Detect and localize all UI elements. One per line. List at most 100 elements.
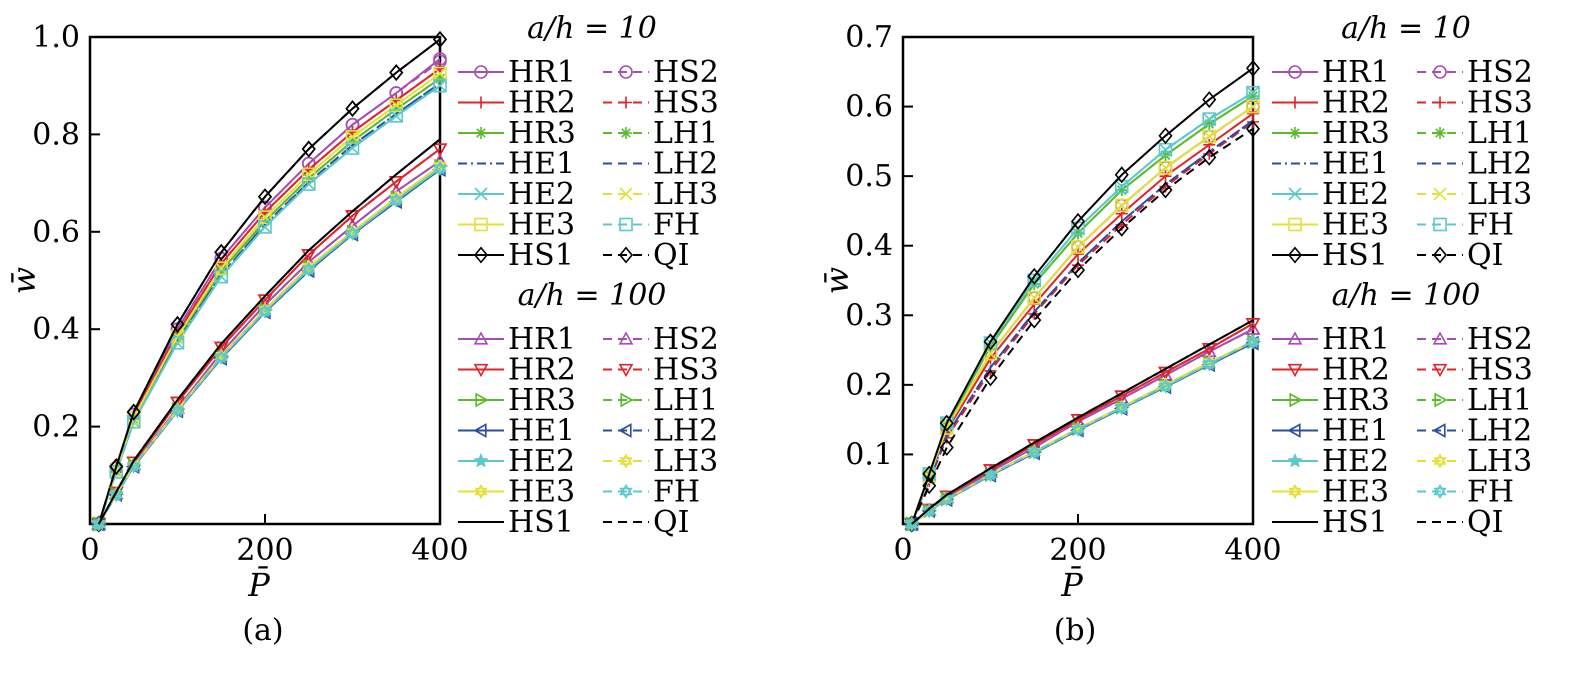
legend-label: HR1 [508, 55, 576, 90]
data-point [1245, 120, 1261, 138]
legend-group-ah100: a/h = 100 HR1 HS2 HR2 HS3 HR3 LH1 HE1 LH2 HE2 LH3 H… [1272, 278, 1533, 540]
legend-label: LH2 [1467, 414, 1532, 449]
data-point [389, 64, 404, 82]
data-point [170, 402, 185, 419]
legend-title: a/h = 10 [1341, 11, 1471, 46]
legend-label: HR2 [1322, 86, 1390, 121]
series-line-hs1-ah10 [910, 67, 1254, 525]
legend-marker [1432, 331, 1448, 345]
legend-label: HS1 [508, 238, 574, 273]
legend-marker [1289, 127, 1301, 139]
legend-label: LH1 [1467, 116, 1532, 151]
x-tick-label: 0 [80, 533, 99, 568]
legend-marker [619, 187, 633, 201]
legend-marker [619, 65, 633, 79]
plot-frame [901, 35, 1255, 526]
data-point [301, 140, 316, 158]
legend-label: QI [653, 238, 689, 273]
legend-label: LH1 [653, 116, 718, 151]
series-line-he3-ah10 [910, 105, 1254, 525]
legend-marker [1434, 96, 1446, 109]
data-point [1072, 227, 1084, 240]
series-line-fh-ah10 [97, 84, 441, 525]
y-tick-label: 0.8 [32, 117, 80, 152]
legend-label: LH3 [1467, 444, 1532, 479]
series-line-hs1-ah100 [97, 138, 441, 525]
legend-marker [474, 217, 488, 232]
data-point [432, 30, 448, 48]
legend-label: HR1 [1322, 322, 1390, 357]
legend-label: FH [653, 208, 700, 243]
data-point [1246, 334, 1260, 350]
data-point [1114, 198, 1129, 213]
legend-marker [1289, 96, 1301, 109]
data-point [1202, 356, 1216, 372]
legend-label: LH2 [1467, 147, 1532, 182]
data-point [983, 369, 998, 387]
data-point [126, 403, 141, 421]
series-line-fh-ah100 [911, 340, 1254, 525]
legend-marker [473, 452, 489, 468]
data-point [939, 414, 954, 432]
data-point [433, 78, 447, 93]
y-tick-label: 0.3 [845, 298, 893, 333]
data-point [346, 135, 359, 148]
data-point [1114, 166, 1129, 184]
legend-marker [1288, 483, 1302, 500]
legend-label: HR2 [508, 86, 576, 121]
legend-label: LH2 [653, 147, 718, 182]
data-point [432, 143, 448, 157]
legend-marker [1288, 65, 1302, 79]
series-line-qi-ah10 [910, 127, 1254, 525]
data-point [1246, 85, 1260, 100]
data-point [92, 516, 106, 532]
legend-label: FH [1467, 208, 1514, 243]
legend-marker [1287, 423, 1301, 438]
legend-label: LH2 [653, 414, 718, 449]
legend-marker [473, 331, 489, 345]
x-tick-label: 400 [1224, 533, 1281, 568]
legend-label: QI [1467, 505, 1503, 540]
legend-label: HS1 [508, 505, 574, 540]
legend-marker [1433, 65, 1447, 79]
legend-label: HE2 [508, 177, 575, 212]
data-point [1027, 273, 1042, 288]
chart-panel-2: 0 200 400 0.1 0.2 0.3 0.4 0.5 0.6 0.7 P̄ w̄ (b) a/h =… [818, 11, 1533, 648]
series-line-hs3-ah10 [910, 121, 1254, 525]
legend-group-ah10: a/h = 10 HR1 HS2 HR2 HS3 HR3 LH1 HE1 LH2 HE2 LH3 HE… [458, 11, 719, 273]
legend-marker [474, 65, 488, 79]
x-tick-label: 0 [893, 533, 912, 568]
data-point [1071, 421, 1085, 437]
data-point [302, 261, 316, 277]
legend-label: HR3 [1322, 383, 1390, 418]
data-point [258, 220, 272, 234]
data-point [1203, 117, 1216, 130]
legend-label: HE1 [508, 414, 575, 449]
legend-marker [1432, 246, 1448, 264]
legend-marker [618, 246, 634, 264]
data-point [983, 333, 998, 351]
chart-panel-1: 0 200 400 0.2 0.4 0.6 0.8 1.0 P̄ w̄ (a) a/h = 10 HR1… [5, 11, 719, 648]
data-point [170, 336, 185, 350]
legend-marker [1288, 187, 1302, 201]
data-point [1072, 248, 1084, 261]
legend-marker [474, 187, 488, 201]
panel-caption: (a) [242, 613, 283, 648]
data-point [1158, 181, 1173, 199]
legend-title: a/h = 100 [1332, 278, 1481, 313]
data-point [1202, 91, 1217, 109]
data-point [1158, 378, 1173, 394]
y-axis-label: w̄ [818, 267, 856, 294]
legend-marker [1434, 127, 1446, 139]
legend-marker [473, 423, 487, 438]
data-point [1115, 184, 1128, 197]
legend-label: QI [1467, 238, 1503, 273]
data-point [257, 188, 273, 206]
legend-marker [475, 392, 489, 408]
legend-label: HR3 [508, 116, 576, 151]
data-point [389, 192, 403, 208]
legend-label: HS2 [653, 55, 719, 90]
data-point [1070, 212, 1086, 230]
data-point [1114, 390, 1130, 404]
data-point [1115, 207, 1128, 220]
